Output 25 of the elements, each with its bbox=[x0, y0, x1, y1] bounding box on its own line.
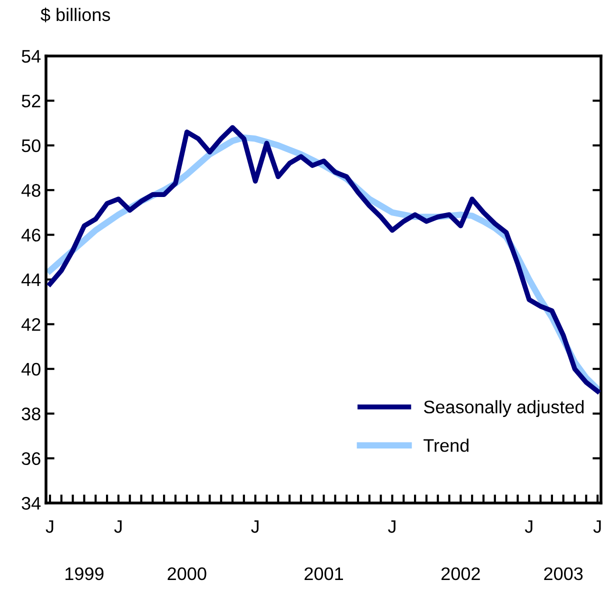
y-tick-label: 40 bbox=[21, 362, 40, 376]
y-axis-title: $ billions bbox=[40, 8, 110, 22]
x-tick-label: J bbox=[251, 520, 259, 533]
y-tick-label: 48 bbox=[21, 184, 40, 197]
y-tick-label: 34 bbox=[22, 496, 41, 510]
y-tick-label: 38 bbox=[22, 408, 40, 420]
text: 2003 bbox=[544, 567, 583, 580]
y-tick-label: 46 bbox=[21, 228, 40, 242]
text: 2002 bbox=[442, 567, 480, 580]
y-tick-label: 36 bbox=[22, 452, 40, 466]
x-tick-label: J bbox=[593, 520, 601, 533]
text: 1999 bbox=[66, 567, 104, 580]
x-tick-label: J bbox=[114, 520, 122, 533]
y-tick-label: 54 bbox=[22, 50, 41, 63]
legend-label: Trend bbox=[424, 438, 468, 452]
y-tick-label: 52 bbox=[22, 94, 40, 108]
x-tick-label: J bbox=[388, 520, 396, 533]
x-tick-label: J bbox=[46, 520, 54, 533]
text: 2000 bbox=[168, 567, 206, 580]
y-tick-label: 42 bbox=[21, 318, 40, 331]
text: 2001 bbox=[304, 567, 343, 580]
x-tick-label: J bbox=[524, 520, 532, 533]
y-tick-label: 44 bbox=[21, 274, 41, 286]
legend-label: Seasonally adjusted bbox=[424, 400, 584, 417]
y-tick-label: 50 bbox=[22, 139, 40, 152]
